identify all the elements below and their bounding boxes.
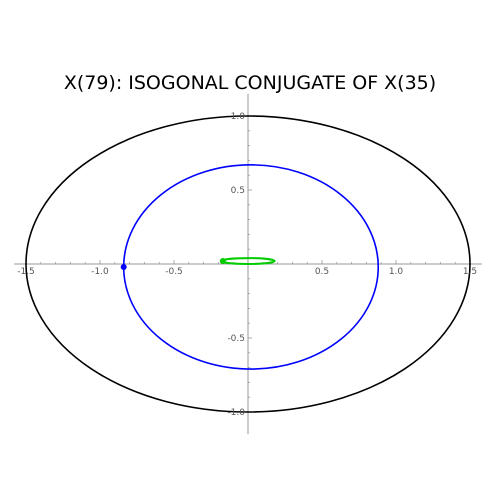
outer-ellipse-black (25, 115, 471, 413)
data-point (219, 258, 226, 265)
y-tick-label: -0.5 (227, 334, 245, 344)
x-tick-label: 0.5 (315, 267, 329, 277)
y-tick-label: 0.5 (231, 186, 245, 196)
chart-title: X(79): ISOGONAL CONJUGATE OF X(35) (63, 72, 437, 94)
middle-ellipse-blue (122, 164, 380, 370)
x-tick-label: 1.0 (389, 267, 404, 277)
x-tick-label: 1.5 (463, 267, 477, 277)
data-point (120, 263, 127, 270)
y-tick-label: -1.0 (227, 408, 245, 418)
x-tick-label: -0.5 (165, 267, 183, 277)
x-tick-label: -1.0 (91, 267, 109, 277)
y-tick-label: 1.0 (231, 112, 246, 122)
x-tick-label: -1.5 (17, 267, 35, 277)
